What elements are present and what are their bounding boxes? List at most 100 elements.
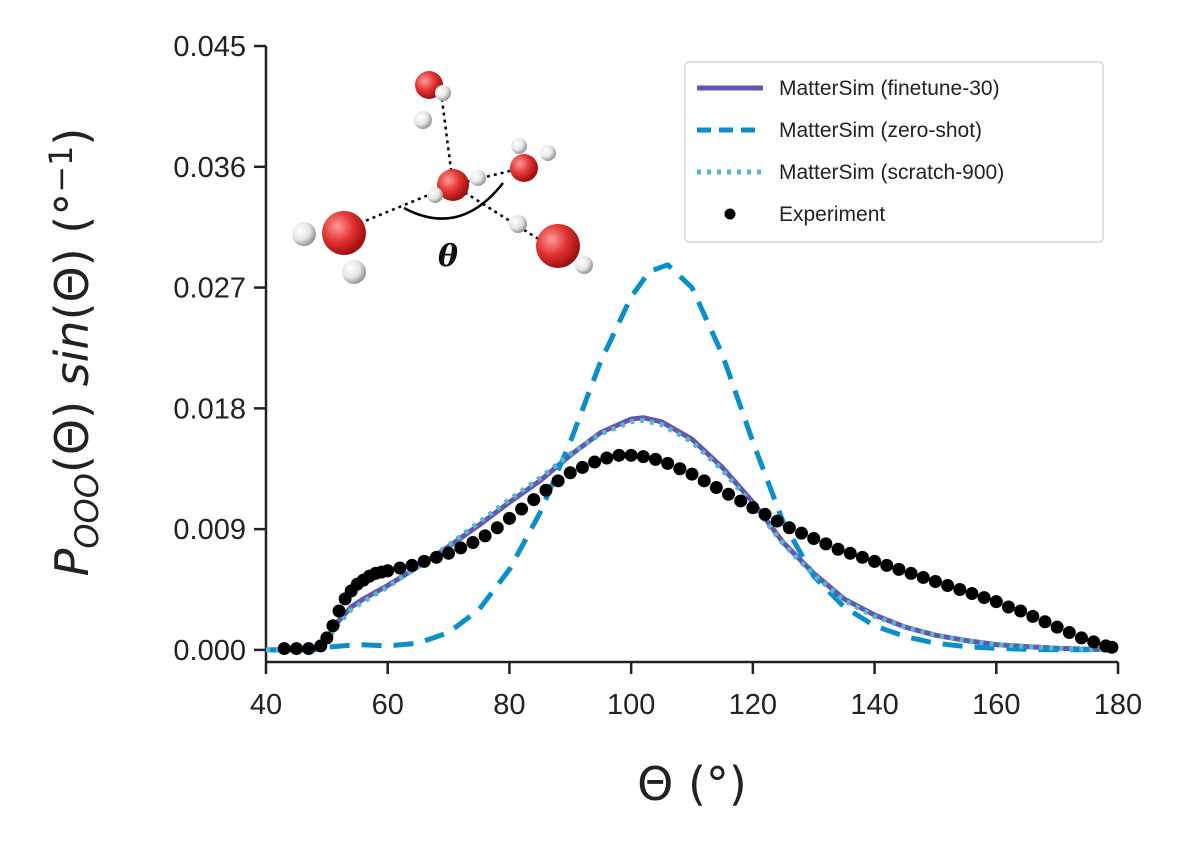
experiment-point xyxy=(892,562,906,576)
experiment-point xyxy=(673,462,687,476)
experiment-point xyxy=(661,456,675,470)
experiment-point xyxy=(965,587,979,601)
experiment-point xyxy=(624,448,638,462)
experiment-point xyxy=(636,450,650,464)
y-axis-title-close: ) xyxy=(45,128,99,146)
experiment-point xyxy=(1105,640,1119,654)
experiment-point xyxy=(490,521,504,535)
hydrogen-atom xyxy=(509,215,527,233)
experiment-point xyxy=(1026,609,1040,623)
y-tick-label: 0.027 xyxy=(173,273,246,305)
legend-label: MatterSim (finetune-30) xyxy=(779,77,1000,100)
experiment-point xyxy=(326,619,340,633)
oxygen-atom xyxy=(510,154,538,182)
x-tick-label: 60 xyxy=(372,689,404,721)
legend-marker-experiment xyxy=(724,208,736,220)
experiment-point xyxy=(685,467,699,481)
hydrogen-atom xyxy=(292,222,316,246)
experiment-point xyxy=(1074,631,1088,645)
oxygen-atom xyxy=(322,211,366,255)
experiment-point xyxy=(302,642,316,656)
experiment-point xyxy=(758,507,772,521)
y-axis-title-subscript: OOO xyxy=(68,473,106,549)
y-tick-label: 0.000 xyxy=(173,635,246,667)
experiment-point xyxy=(405,558,419,572)
hydrogen-atom xyxy=(414,111,432,129)
experiment-point xyxy=(502,511,516,525)
legend-label: Experiment xyxy=(779,203,885,226)
y-axis-ticks: 0.000 0.009 0.018 0.027 0.036 0.045 xyxy=(173,31,266,667)
y-tick-label: 0.045 xyxy=(173,31,246,63)
angle-arc xyxy=(403,182,504,220)
experiment-point xyxy=(277,642,291,656)
experiment-point xyxy=(1014,604,1028,618)
experiment-point xyxy=(734,494,748,508)
x-tick-label: 100 xyxy=(607,689,655,721)
y-axis-title-sin: sin xyxy=(45,320,99,386)
legend-label: MatterSim (zero-shot) xyxy=(779,119,982,142)
experiment-point xyxy=(831,542,845,556)
x-axis-ticks: 40 60 80 100 120 140 160 180 xyxy=(250,662,1142,721)
experiment-point xyxy=(563,466,577,480)
x-tick-label: 80 xyxy=(493,689,525,721)
experiment-point xyxy=(527,493,541,507)
experiment-point xyxy=(795,526,809,540)
experiment-point xyxy=(442,546,456,560)
oo-bond-lower-right xyxy=(452,183,541,242)
experiment-point xyxy=(1062,625,1076,639)
series-experiment xyxy=(277,448,1119,656)
experiment-point xyxy=(1001,600,1015,614)
experiment-point xyxy=(612,448,626,462)
oo-bond-left xyxy=(347,183,454,230)
water-cluster-inset: θ xyxy=(292,71,593,284)
experiment-point xyxy=(782,521,796,535)
experiment-point xyxy=(709,481,723,495)
experiment-point xyxy=(575,460,589,474)
experiment-point xyxy=(429,550,443,564)
experiment-point xyxy=(843,546,857,560)
experiment-point xyxy=(381,564,395,578)
experiment-point xyxy=(904,566,918,580)
experiment-point xyxy=(989,595,1003,609)
experiment-point xyxy=(320,631,334,645)
y-tick-label: 0.009 xyxy=(173,514,246,546)
experiment-point xyxy=(454,541,468,555)
experiment-point xyxy=(953,583,967,597)
y-axis-title-mid: (Θ) xyxy=(45,386,99,473)
series-line-mattersim-scratch-900 xyxy=(266,417,1112,653)
legend-frame xyxy=(684,61,1104,243)
y-tick-label: 0.036 xyxy=(173,152,246,184)
x-tick-label: 160 xyxy=(972,689,1020,721)
experiment-point xyxy=(551,474,565,488)
y-tick-label: 0.018 xyxy=(173,393,246,425)
oo-bond-right xyxy=(452,166,523,187)
experiment-point xyxy=(770,514,784,528)
x-tick-label: 40 xyxy=(250,689,282,721)
experiment-point xyxy=(746,501,760,515)
oxygen-atom xyxy=(536,224,580,268)
experiment-point xyxy=(588,455,602,469)
experiment-point xyxy=(1087,635,1101,649)
experiment-point xyxy=(1050,620,1064,634)
hydrogen-atom xyxy=(427,187,443,203)
experiment-point xyxy=(289,642,303,656)
series-line-mattersim-zero-shot xyxy=(266,262,1112,653)
experiment-point xyxy=(855,550,869,564)
experiment-point xyxy=(417,554,431,568)
legend: MatterSim (finetune-30) MatterSim (zero-s… xyxy=(684,61,1104,243)
y-axis-title-p: P xyxy=(45,548,99,576)
y-axis-title-tail: (Θ) (° xyxy=(45,193,99,321)
experiment-point xyxy=(807,532,821,546)
plot-area xyxy=(266,262,1119,656)
theta-label: θ xyxy=(438,239,458,274)
experiment-point xyxy=(697,474,711,488)
series-line-mattersim-finetune-30 xyxy=(266,415,1112,653)
experiment-point xyxy=(393,561,407,575)
x-tick-label: 180 xyxy=(1094,689,1142,721)
experiment-point xyxy=(515,502,529,516)
hydrogen-atom xyxy=(470,170,486,186)
hydrogen-atom xyxy=(435,85,451,101)
hydrogen-atom xyxy=(511,138,527,154)
experiment-point xyxy=(977,591,991,605)
y-axis-title: POOO(Θ) sin(Θ) (°−1) xyxy=(42,128,106,577)
